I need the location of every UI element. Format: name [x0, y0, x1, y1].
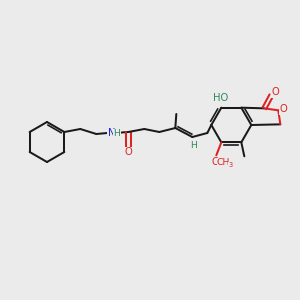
Text: O: O [124, 147, 132, 157]
Text: N: N [108, 128, 115, 138]
Text: O: O [212, 157, 219, 167]
Text: O: O [272, 87, 279, 97]
Text: H: H [113, 129, 120, 138]
Text: CH: CH [217, 158, 230, 167]
Text: O: O [279, 104, 287, 114]
Text: H: H [190, 140, 197, 149]
Text: HO: HO [213, 93, 228, 103]
Text: 3: 3 [228, 162, 233, 168]
